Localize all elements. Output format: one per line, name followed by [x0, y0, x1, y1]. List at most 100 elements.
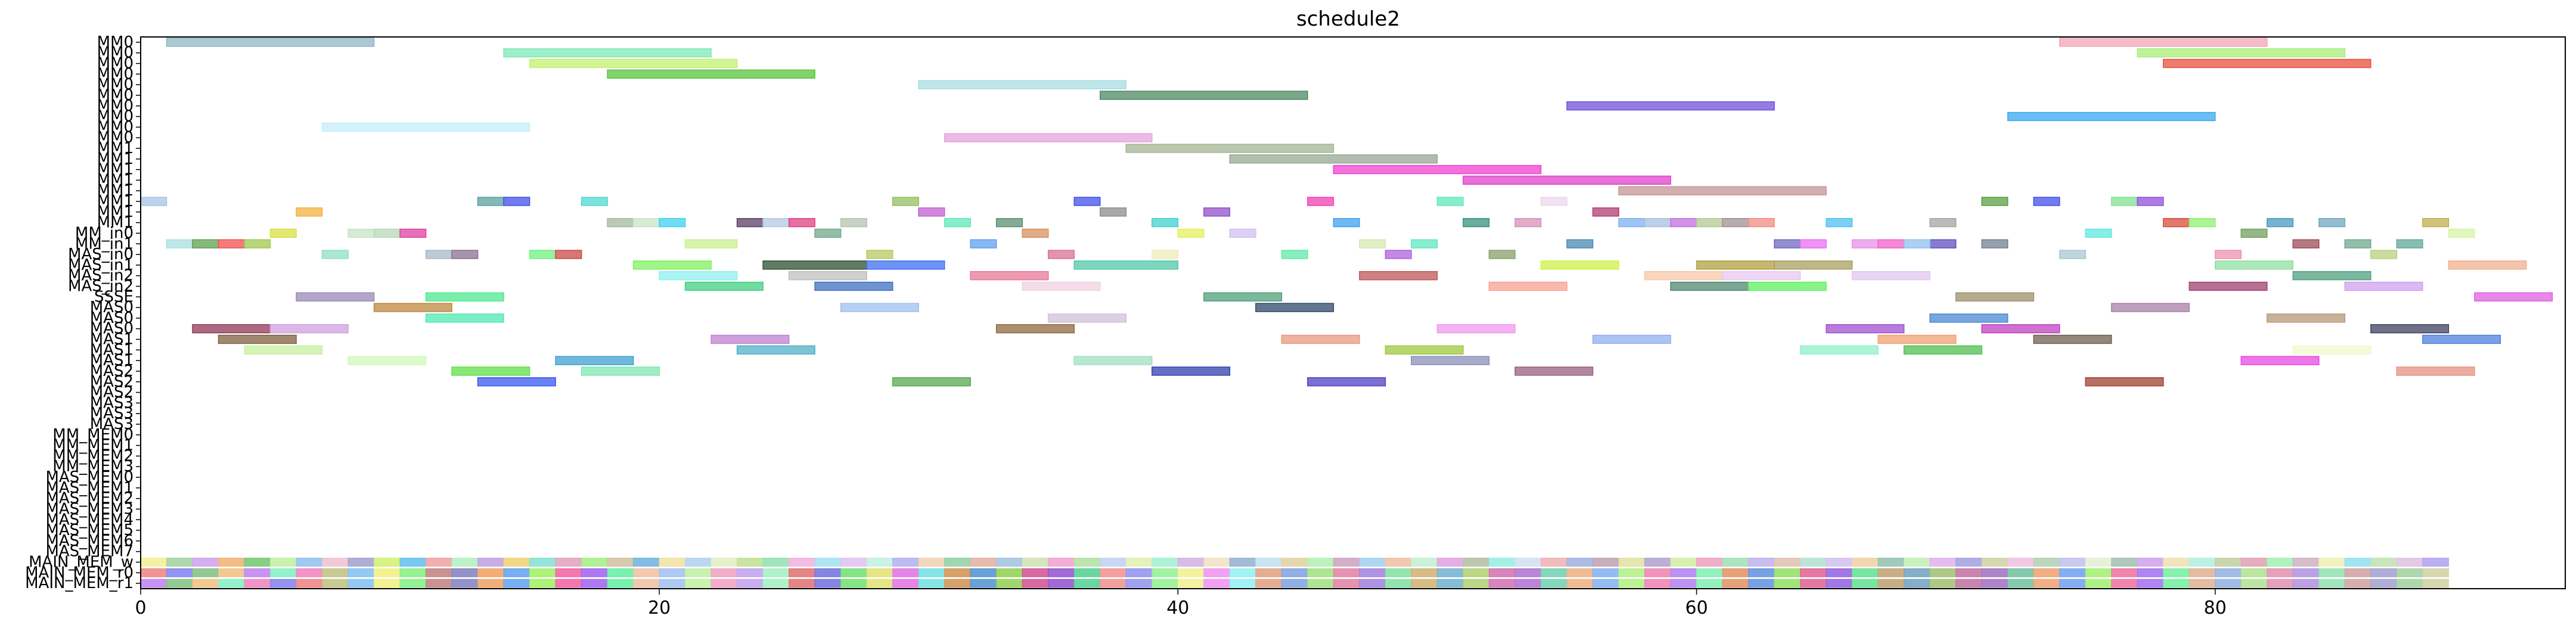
- task-bar: [892, 377, 972, 387]
- task-bar: [2370, 324, 2449, 334]
- memory-bar: [2059, 568, 2086, 577]
- memory-bar: [1125, 579, 1153, 588]
- task-bar: [2344, 239, 2372, 248]
- task-bar: [892, 197, 919, 206]
- task-bar: [970, 271, 1049, 281]
- task-bar: [425, 292, 504, 301]
- task-bar: [1022, 281, 1101, 291]
- memory-bar: [2059, 579, 2086, 588]
- memory-bar: [685, 568, 712, 577]
- memory-bar: [840, 558, 867, 567]
- memory-bar: [1774, 568, 1801, 577]
- y-tick-label: MAS_MEM4: [45, 511, 134, 528]
- memory-bar: [633, 558, 660, 567]
- memory-bar: [1436, 568, 1464, 577]
- y-tick-label: MAS3: [90, 415, 134, 433]
- memory-bar: [218, 579, 245, 588]
- memory-bar: [762, 568, 790, 577]
- memory-bar: [607, 579, 634, 588]
- memory-bar: [866, 558, 893, 567]
- memory-bar: [1048, 558, 1075, 567]
- task-bar: [1073, 356, 1153, 365]
- memory-bar: [1826, 579, 1853, 588]
- memory-bar: [1488, 568, 1516, 577]
- memory-bar: [1177, 558, 1205, 567]
- memory-bar: [996, 568, 1023, 577]
- task-bar: [140, 197, 167, 206]
- y-tick-label: MM_in1: [75, 235, 134, 253]
- memory-bar: [192, 568, 219, 577]
- memory-bar: [347, 568, 375, 577]
- task-bar: [2162, 58, 2372, 69]
- memory-bar: [2163, 558, 2190, 567]
- memory-bar: [218, 568, 245, 577]
- task-bar: [1851, 271, 1931, 281]
- memory-bar: [633, 579, 660, 588]
- task-bar: [762, 217, 790, 228]
- task-bar: [1255, 303, 1334, 312]
- memory-bar: [399, 579, 427, 588]
- task-bar: [555, 250, 582, 259]
- task-bar: [659, 271, 738, 281]
- memory-bar: [2267, 568, 2293, 577]
- y-tick-label: MAS2: [90, 362, 134, 380]
- task-bar: [503, 197, 530, 206]
- memory-bar: [296, 579, 323, 588]
- memory-bar: [737, 568, 764, 577]
- y-tick-label: MM0: [97, 129, 134, 147]
- task-bar: [1100, 207, 1127, 217]
- memory-bar: [1904, 558, 1931, 567]
- task-bar: [1073, 197, 1101, 206]
- task-bar: [2137, 197, 2164, 206]
- memory-bar: [892, 579, 919, 588]
- memory-bar: [1100, 579, 1126, 588]
- memory-bar: [1229, 579, 1256, 588]
- memory-bar: [2085, 558, 2112, 567]
- memory-bar: [1722, 579, 1749, 588]
- memory-bar: [2189, 568, 2216, 577]
- memory-bar: [2240, 568, 2268, 577]
- task-bar: [684, 281, 764, 291]
- task-bar: [1618, 186, 1827, 195]
- memory-bar: [2111, 568, 2138, 577]
- x-tick-label: 20: [648, 598, 671, 618]
- task-bar: [736, 217, 764, 228]
- task-bar: [269, 324, 349, 334]
- memory-bar: [1904, 579, 1931, 588]
- memory-bar: [1929, 579, 1957, 588]
- memory-bar: [1514, 579, 1541, 588]
- task-bar: [1799, 345, 1879, 355]
- task-bar: [1929, 313, 2009, 323]
- task-bar: [788, 271, 867, 281]
- y-tick-label: MAS1: [90, 341, 134, 359]
- memory-bar: [192, 558, 219, 567]
- memory-bar: [1929, 558, 1957, 567]
- task-bar: [970, 239, 997, 248]
- task-bar: [2266, 217, 2293, 228]
- memory-bar: [1618, 579, 1645, 588]
- task-bar: [1566, 239, 1594, 248]
- memory-bar: [581, 568, 608, 577]
- task-bar: [503, 48, 712, 58]
- memory-bar: [633, 568, 660, 577]
- y-tick-label: MAS_MEM6: [45, 532, 134, 550]
- memory-bar: [659, 558, 686, 567]
- task-bar: [2111, 197, 2138, 206]
- memory-bar: [1540, 558, 1568, 567]
- task-bar: [866, 260, 945, 270]
- memory-bar: [426, 579, 452, 588]
- memory-bar: [477, 579, 504, 588]
- memory-bar: [2422, 579, 2449, 588]
- memory-bar: [2085, 568, 2112, 577]
- y-tick-label: MM1: [97, 161, 134, 179]
- task-bar: [814, 281, 893, 291]
- memory-bar: [840, 568, 867, 577]
- memory-bar: [2033, 568, 2060, 577]
- task-bar: [1670, 281, 1749, 291]
- task-bar: [1463, 217, 1490, 228]
- task-bar: [1696, 217, 1723, 228]
- task-bar: [166, 38, 375, 47]
- memory-bar: [892, 558, 919, 567]
- memory-bar: [426, 558, 452, 567]
- task-bar: [1307, 377, 1386, 387]
